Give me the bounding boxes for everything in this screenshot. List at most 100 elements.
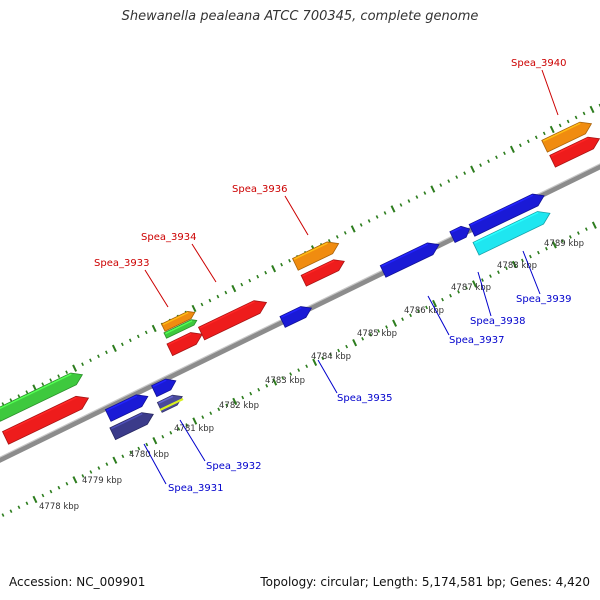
upper-scale-tick (111, 344, 117, 352)
gene-arrow (197, 300, 268, 341)
upper-scale-tick (470, 165, 476, 173)
lower-scale-tick (25, 501, 29, 506)
lower-scale-tick (201, 415, 205, 419)
gene-arrow-highlight (106, 395, 138, 411)
genome-map: 4778 kbp 4779 kbp 4780 kbp 4781 kbp 4782 kbp… (0, 58, 600, 517)
upper-scale-tick (503, 151, 506, 156)
upper-scale-tick (191, 304, 197, 313)
upper-scale-tick (335, 235, 339, 239)
gene-arrow-highlight (152, 379, 167, 388)
upper-scale-tick (367, 219, 371, 223)
gene-feature-f-3931-navy (109, 412, 154, 441)
upper-scale-tick (509, 145, 515, 153)
upper-scale-tick (534, 135, 538, 140)
upper-scale-tick (231, 284, 237, 293)
upper-scale-tick (415, 195, 419, 199)
gene-arrow (379, 242, 440, 278)
upper-scale-tick (423, 191, 427, 195)
upper-scale-tick (390, 205, 396, 213)
spea-3936-label: Spea_3936 (232, 184, 287, 195)
gene-feature-f-3936-red (300, 259, 345, 287)
upper-scale-tick (589, 105, 595, 114)
gene-arrow (0, 372, 84, 422)
scale-label: 4779 kbp (82, 476, 122, 486)
upper-scale-tick (248, 278, 252, 283)
gene-arrow-highlight (158, 395, 174, 404)
upper-scale-tick (224, 290, 228, 295)
lower-scale-tick (385, 325, 389, 329)
upper-scale-tick (542, 131, 546, 136)
gene-arrow-highlight (3, 396, 77, 433)
gene-feature-f-3932-blue (151, 378, 177, 398)
lower-scale-tick (576, 231, 580, 235)
lower-scale-tick (545, 246, 548, 251)
scale-label: 4784 kbp (311, 352, 351, 362)
upper-scale-tick (49, 378, 53, 382)
lower-scale-tick (112, 456, 118, 464)
gene-feature-f-3936-orange (292, 241, 340, 271)
lower-scale-tick (121, 454, 125, 459)
lower-scale-tick (249, 391, 253, 396)
scale-label: 4785 kbp (357, 329, 397, 339)
gene-arrow-highlight (0, 373, 72, 411)
lower-scale-tick (432, 299, 437, 308)
upper-scale-tick (9, 398, 13, 402)
lower-scale-tick (41, 493, 45, 498)
gene-feature-f-left-red (1, 395, 90, 445)
upper-scale-tick (574, 115, 578, 120)
gene-feature-f-3937-blue (379, 242, 440, 278)
upper-scale-tick (479, 163, 482, 167)
upper-scale-tick (120, 342, 124, 347)
gene-arrow (472, 211, 551, 256)
upper-scale-tick (350, 225, 356, 233)
upper-scale-tick (271, 265, 277, 273)
gene-arrow (1, 395, 90, 445)
upper-scale-tick (463, 171, 467, 175)
gene-feature-f-3938-blue (449, 225, 471, 244)
gene-arrow (300, 259, 345, 287)
gene-feature-f-left-green (0, 372, 84, 422)
spea-3935-label: Spea_3935 (337, 393, 392, 404)
upper-scale-tick (200, 302, 204, 307)
scale-label: 4778 kbp (39, 502, 79, 512)
upper-scale-tick (566, 119, 570, 124)
spea-3934-label: Spea_3934 (141, 232, 196, 243)
lower-scale-tick (591, 221, 597, 229)
spea-3940-label: Spea_3940 (511, 58, 566, 69)
lower-scale-tick (560, 239, 564, 243)
gene-feature-f-3933-green (163, 319, 198, 339)
lower-scale-tick (65, 481, 69, 486)
accession-text: Accession: NC_009901 (9, 575, 146, 589)
spea-3938-label: Spea_3938 (470, 316, 525, 327)
gene-arrow-highlight (199, 301, 255, 329)
lower-scale-tick (32, 495, 38, 504)
upper-scale-tick (327, 239, 331, 243)
scale-label: 4788 kbp (497, 261, 537, 271)
gene-arrow-highlight (450, 226, 462, 234)
upper-scale-tick (495, 155, 498, 160)
upper-scale-tick (105, 350, 108, 355)
lower-scale-tick (129, 450, 133, 455)
scale-label: 4783 kbp (265, 376, 305, 386)
upper-scale-tick (455, 175, 459, 179)
lower-scale-tick (145, 442, 149, 447)
upper-scale-tick (151, 324, 157, 333)
gene-arrow (541, 121, 593, 153)
lower-scale-tick (511, 260, 517, 269)
gene-arrow (166, 332, 203, 357)
lower-scale-tick (105, 462, 109, 466)
gene-arrow-highlight (110, 413, 143, 430)
lower-scale-tick (9, 509, 13, 513)
upper-scale-tick (280, 262, 283, 267)
gene-arrow-highlight (542, 122, 581, 142)
lower-scale-tick (177, 427, 181, 431)
gene-feature-f-3939-cyan (472, 211, 551, 256)
lower-scale-tick (241, 395, 245, 400)
lower-scale-tick (72, 476, 78, 484)
gene-arrow-highlight (474, 211, 539, 244)
scale-label: 4787 kbp (451, 283, 491, 293)
lower-scale-tick (265, 384, 269, 388)
upper-scale-tick (399, 203, 403, 207)
upper-scale-tick (526, 139, 530, 144)
lower-scale-tick (568, 235, 572, 239)
